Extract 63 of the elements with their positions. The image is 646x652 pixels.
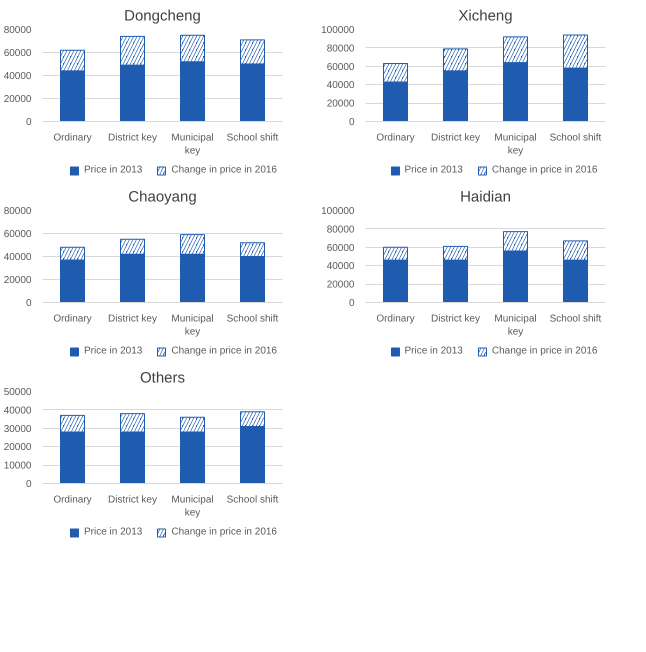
chart-title: Chaoyang (128, 188, 197, 206)
y-tick-label: 60000 (4, 229, 32, 240)
y-tick-label: 10000 (4, 460, 32, 472)
y-tick-label: 20000 (4, 275, 32, 286)
x-tick-label: Ordinary (376, 132, 415, 144)
chart-title: Dongcheng (124, 8, 201, 24)
x-tick-label: School shift (226, 132, 279, 144)
x-tick-label: School shift (226, 494, 279, 506)
legend-label: Price in 2013 (404, 164, 463, 176)
y-tick-label: 20000 (326, 280, 355, 291)
y-tick-label: 30000 (4, 424, 32, 435)
legend-label: Price in 2013 (84, 526, 142, 538)
y-tick-label: 80000 (4, 25, 32, 36)
x-tick-label: Ordinary (376, 314, 415, 324)
legend-label: Price in 2013 (84, 164, 142, 176)
x-tick-label: Municipal key (171, 314, 214, 338)
chart-title: Xicheng (458, 8, 513, 24)
y-tick-label: 60000 (4, 48, 32, 59)
x-tick-label: Municipal key (494, 132, 537, 157)
y-tick-label: 0 (26, 117, 32, 128)
x-tick-label: District key (431, 132, 480, 144)
x-tick-label: School shift (226, 314, 279, 324)
x-tick-label: District key (431, 314, 480, 324)
y-tick-label: 40000 (4, 71, 32, 82)
legend-label: Change in price in 2016 (171, 526, 278, 538)
legend-label: Change in price in 2016 (492, 346, 598, 356)
chart-title: Haidian (460, 188, 511, 206)
legend-label: Change in price in 2016 (171, 164, 278, 176)
y-tick-label: 20000 (326, 98, 355, 110)
y-tick-label: 80000 (326, 43, 355, 54)
x-tick-label: Ordinary (53, 314, 92, 324)
x-tick-label: Municipal key (494, 314, 537, 338)
legend-label: Change in price in 2016 (171, 346, 278, 356)
y-tick-label: 0 (26, 479, 32, 490)
y-tick-label: 40000 (4, 405, 32, 416)
legend-label: Price in 2013 (84, 346, 142, 356)
y-tick-label: 60000 (326, 62, 355, 73)
y-tick-label: 20000 (4, 94, 32, 105)
x-tick-label: District key (108, 494, 157, 506)
x-tick-label: Municipal key (171, 132, 214, 157)
y-tick-label: 0 (348, 298, 355, 309)
y-tick-label: 80000 (4, 206, 32, 217)
y-tick-label: 0 (348, 117, 355, 128)
x-tick-label: Ordinary (53, 132, 92, 144)
y-tick-label: 60000 (326, 242, 355, 254)
y-tick-label: 100000 (321, 206, 355, 217)
y-tick-label: 100000 (321, 25, 355, 36)
x-tick-label: School shift (550, 132, 602, 144)
x-tick-label: School shift (550, 314, 602, 324)
x-tick-label: Ordinary (53, 494, 92, 506)
y-tick-label: 50000 (4, 387, 32, 398)
x-tick-label: District key (108, 132, 157, 144)
y-tick-label: 40000 (326, 80, 355, 92)
y-tick-label: 20000 (4, 442, 32, 454)
y-tick-label: 40000 (4, 252, 32, 263)
y-tick-label: 40000 (326, 261, 355, 272)
y-tick-label: 80000 (326, 224, 355, 236)
legend-label: Price in 2013 (404, 346, 463, 356)
legend-label: Change in price in 2016 (492, 164, 598, 176)
chart-title: Others (140, 370, 186, 386)
y-tick-label: 0 (26, 298, 32, 309)
x-tick-label: District key (108, 314, 157, 324)
x-tick-label: Municipal key (171, 494, 214, 519)
